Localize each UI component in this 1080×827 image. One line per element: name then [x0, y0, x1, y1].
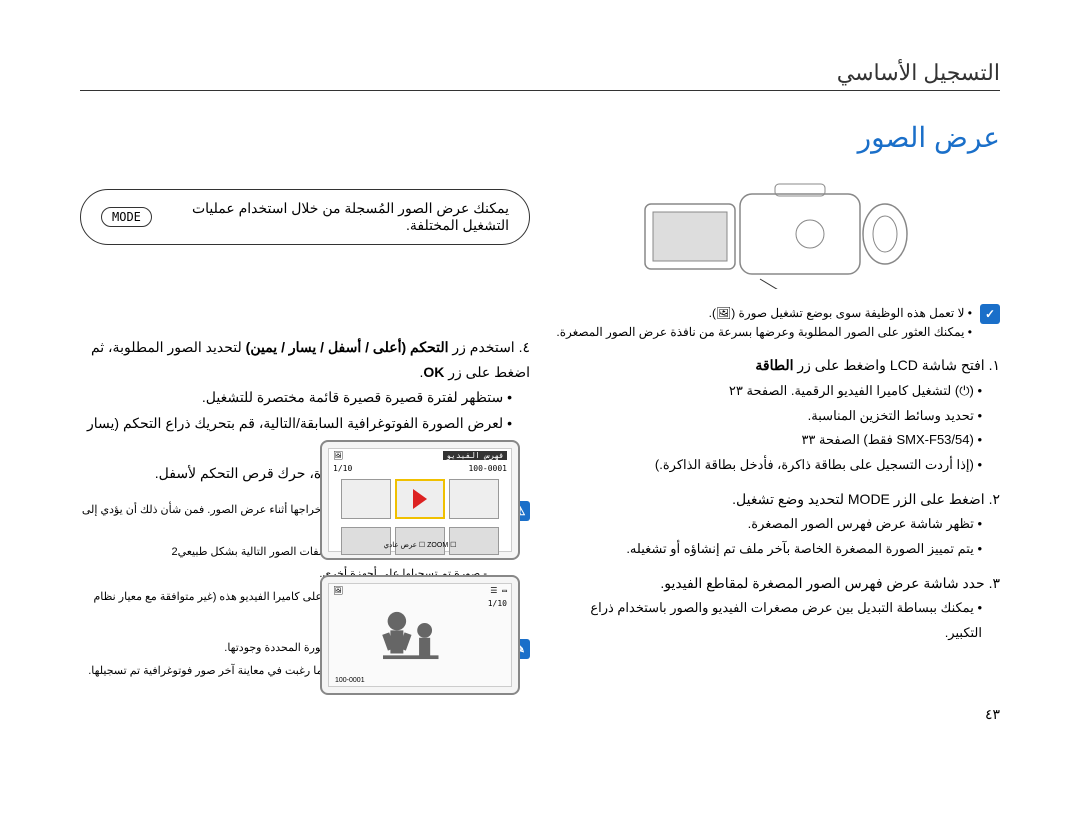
lcd-thumbnail-view: 🖼 فهرس الفيديو 1/10100-0001 عرض عادي ☐ Z…	[320, 440, 520, 560]
info-notes: لا تعمل هذه الوظيفة سوى بوضع تشغيل صورة …	[550, 304, 972, 342]
lcd-single-view: 🖼 ☰ ▭ 1/10 100-0001	[320, 575, 520, 695]
steps-list-right: ١. افتح شاشة LCD واضغط على زر الطاقة (⏻)…	[550, 352, 1000, 645]
page-number: ٤٣	[985, 706, 1000, 723]
mode-callout: يمكنك عرض الصور المُسجلة من خلال استخدام…	[80, 189, 530, 245]
section-header: التسجيل الأساسي	[80, 60, 1000, 91]
info-icon: ✓	[980, 304, 1000, 324]
mode-badge: MODE	[101, 207, 152, 227]
page-title: عرض الصور	[80, 121, 1000, 154]
callout-text: يمكنك عرض الصور المُسجلة من خلال استخدام…	[167, 200, 509, 234]
camcorder-illustration	[635, 179, 915, 289]
